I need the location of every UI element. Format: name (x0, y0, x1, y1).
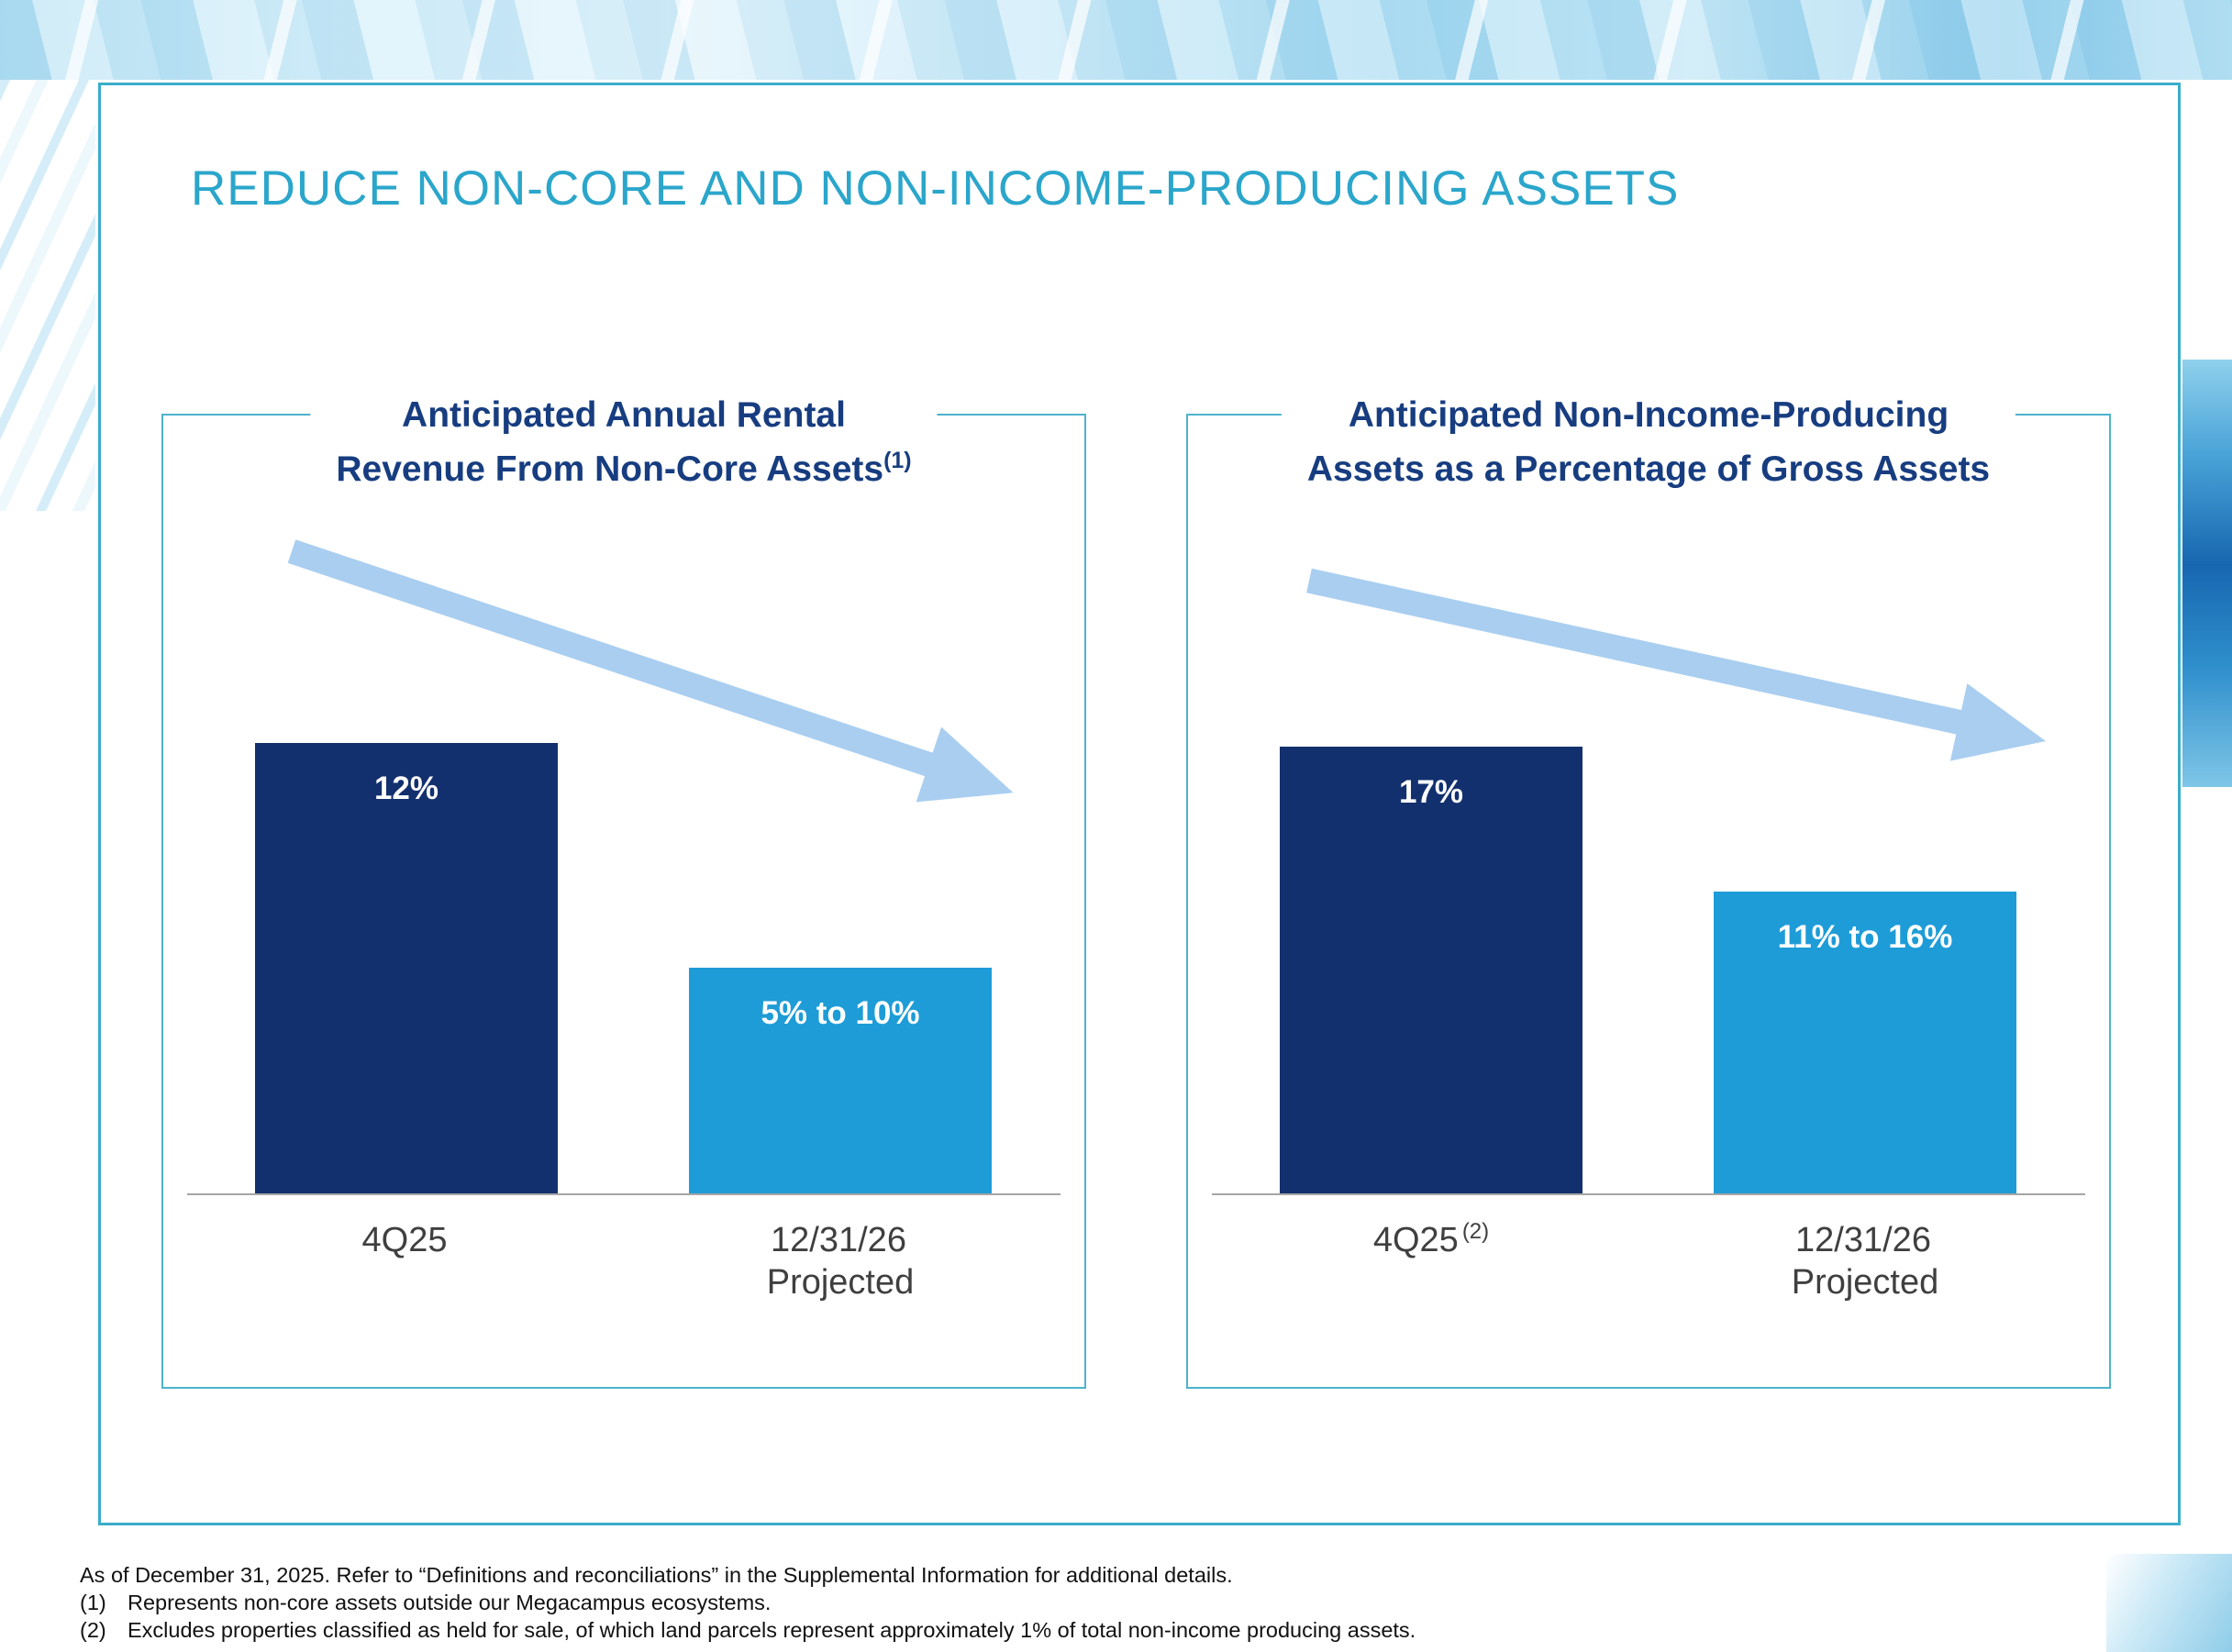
bar-value-label: 12% (373, 771, 439, 806)
content-box: REDUCE NON-CORE AND NON-INCOME-PRODUCING… (98, 83, 2181, 1525)
x-axis-line (187, 1193, 1060, 1195)
background-corner-decoration (2106, 1554, 2232, 1652)
x-tick-label-4q25: 4Q25 (223, 1219, 590, 1261)
background-right-decoration (2182, 360, 2232, 787)
tick-text: 12/31/26 (771, 1221, 906, 1259)
chart-panel-non-income-assets: Anticipated Non-Income-Producing Assets … (1186, 388, 2111, 1389)
footnote-marker: (2) (80, 1618, 106, 1642)
chart-title-line2: Revenue From Non-Core Assets (336, 449, 884, 489)
chart-panel-rental-revenue: Anticipated Annual Rental Revenue From N… (161, 388, 1086, 1389)
footnote-text: Excludes properties classified as held f… (128, 1618, 1416, 1642)
tick-superscript: (2) (1461, 1219, 1490, 1245)
chart-title-rental-revenue: Anticipated Annual Rental Revenue From N… (310, 388, 938, 496)
footnote-text: As of December 31, 2025. Refer to “Defin… (80, 1563, 1233, 1587)
chart-title-superscript: (1) (883, 448, 912, 473)
x-tick-label-4q25: 4Q25 (2) (1248, 1219, 1615, 1261)
bar-4q25: 17% (1280, 747, 1582, 1193)
bar-4q25: 12% (255, 743, 558, 1193)
chart-title-line1: Anticipated Non-Income-Producing (1348, 395, 1949, 435)
tick-text-line2: Projected (1791, 1263, 1939, 1302)
bar-projected: 11% to 16% (1714, 892, 2016, 1193)
footnote-1: (1) Represents non-core assets outside o… (80, 1589, 1416, 1616)
page-title: REDUCE NON-CORE AND NON-INCOME-PRODUCING… (191, 161, 1680, 216)
tick-text-line2: Projected (766, 1263, 915, 1302)
bar-value-label: 17% (1398, 774, 1464, 810)
bar-value-label: 5% to 10% (761, 995, 920, 1031)
chart-title-line2: Assets as a Percentage of Gross Assets (1306, 449, 1991, 489)
x-tick-label-projected: 12/31/26 Projected (1682, 1219, 2049, 1303)
footnote-marker: (1) (80, 1591, 106, 1614)
x-tick-label-projected: 12/31/26 Projected (657, 1219, 1024, 1303)
bar-value-label: 11% to 16% (1777, 919, 1953, 955)
bar-projected: 5% to 10% (689, 968, 992, 1193)
tick-text: 12/31/26 (1795, 1221, 1931, 1259)
background-left-decoration (0, 80, 95, 511)
footnotes: As of December 31, 2025. Refer to “Defin… (80, 1561, 1416, 1644)
footnote-text: Represents non-core assets outside our M… (128, 1591, 772, 1614)
chart-title-line1: Anticipated Annual Rental (402, 395, 846, 435)
tick-text: 4Q25 (361, 1221, 448, 1259)
footnote-intro: As of December 31, 2025. Refer to “Defin… (80, 1561, 1416, 1589)
footnote-2: (2) Excludes properties classified as he… (80, 1616, 1416, 1644)
chart-title-non-income-assets: Anticipated Non-Income-Producing Assets … (1281, 388, 2016, 496)
x-axis-line (1212, 1193, 2085, 1195)
tick-text: 4Q25 (1372, 1221, 1459, 1259)
background-top-decoration (0, 0, 2232, 80)
